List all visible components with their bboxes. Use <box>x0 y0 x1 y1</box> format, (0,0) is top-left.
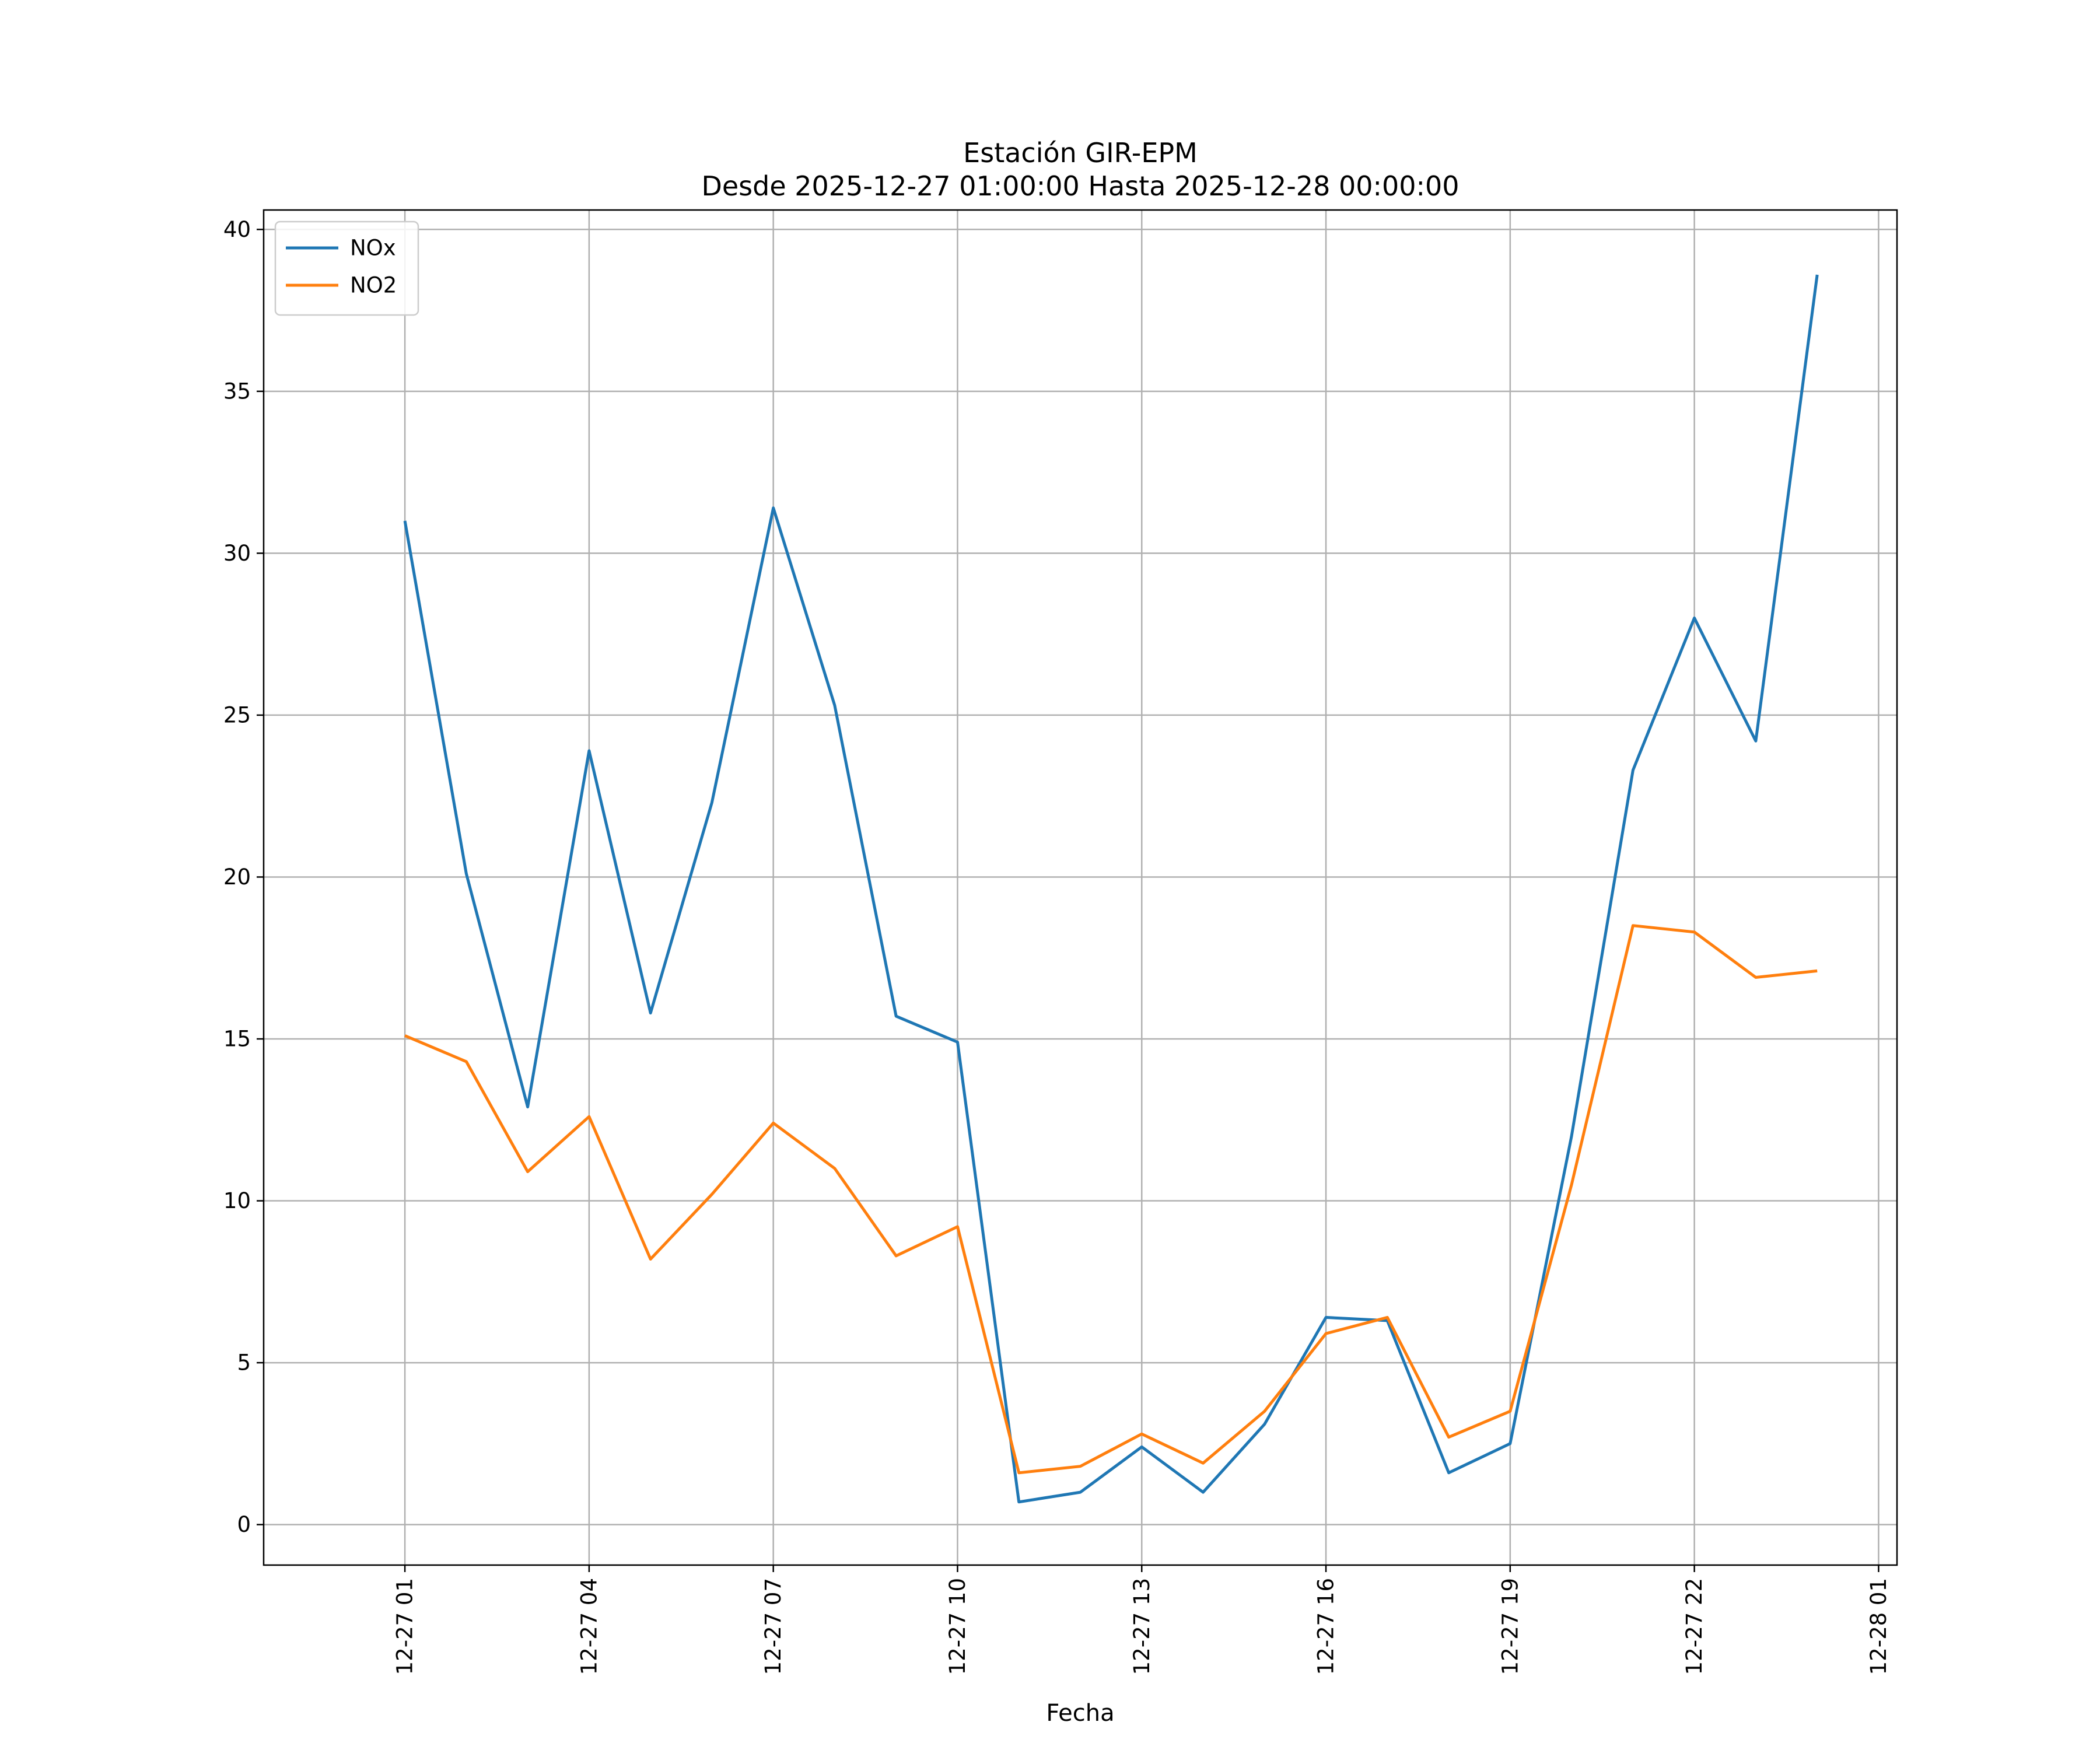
x-tick-label: 12-27 19 <box>1497 1578 1522 1675</box>
series-lines <box>403 274 1819 1504</box>
x-tick-label: 12-27 07 <box>761 1578 786 1675</box>
y-tick-label: 5 <box>237 1350 251 1376</box>
x-axis-label: Fecha <box>1046 1700 1114 1727</box>
y-tick-label: 10 <box>223 1188 251 1213</box>
x-axis-ticks: 12-27 01 12-27 04 12-27 07 12-27 10 12-27 13… <box>393 1565 1891 1675</box>
series-line-nox <box>403 274 1819 1504</box>
y-tick-label: 30 <box>223 541 251 566</box>
y-tick-label: 25 <box>223 702 251 727</box>
y-tick-label: 35 <box>223 379 251 404</box>
x-tick-label: 12-27 10 <box>945 1578 970 1675</box>
y-tick-label: 20 <box>223 864 251 890</box>
y-tick-label: 40 <box>223 217 251 242</box>
x-tick-label: 12-27 13 <box>1129 1578 1154 1675</box>
y-tick-label: 15 <box>223 1026 251 1051</box>
grid-lines <box>264 210 1897 1565</box>
chart-subtitle: Desde 2025-12-27 01:00:00 Hasta 2025-12-… <box>701 170 1459 202</box>
legend-box <box>274 220 419 316</box>
y-axis-ticks: 0 5 10 15 20 25 30 35 40 <box>223 217 264 1537</box>
x-tick-label: 12-27 01 <box>393 1578 418 1675</box>
legend: NOx NO2 <box>274 220 419 316</box>
x-tick-label: 12-27 16 <box>1314 1578 1339 1675</box>
x-tick-label: 12-28 01 <box>1866 1578 1891 1675</box>
plot-frame <box>262 209 1898 1566</box>
legend-label-no2: NO2 <box>350 273 397 298</box>
series-line-no2 <box>404 924 1818 1475</box>
x-tick-label: 12-27 04 <box>576 1578 601 1675</box>
legend-label-nox: NOx <box>350 236 396 261</box>
chart-title: Estación GIR-EPM <box>963 137 1198 169</box>
x-tick-label: 12-27 22 <box>1682 1578 1707 1675</box>
y-tick-label: 0 <box>237 1512 251 1537</box>
